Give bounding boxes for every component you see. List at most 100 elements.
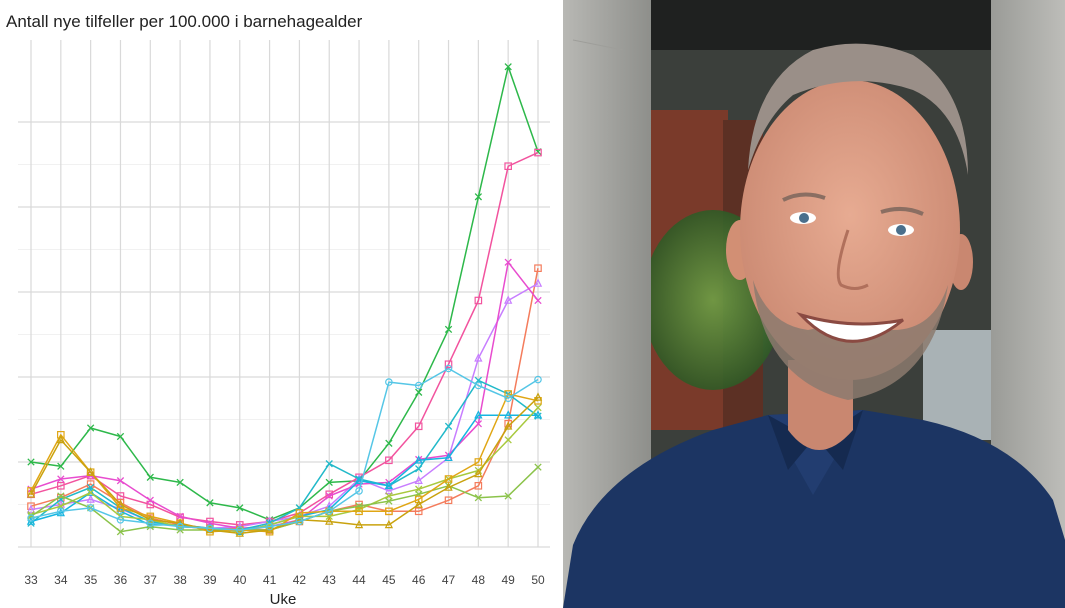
data-point [354,475,364,484]
data-point [474,410,483,419]
grid-layer [18,40,550,548]
data-point [504,421,513,430]
x-tick-label: 38 [173,573,187,587]
data-point [146,519,155,528]
data-point [474,193,483,201]
series-12 [27,364,542,534]
data-point [474,296,483,305]
data-point [444,452,453,462]
data-point [534,463,542,471]
data-point [504,492,512,500]
series-line [30,466,539,533]
data-point [176,512,184,521]
data-point [444,482,453,491]
x-axis-label: Uke [270,591,297,608]
series-6 [27,376,542,534]
data-point [414,495,423,504]
data-point [325,460,333,468]
data-point [384,485,394,495]
x-tick-label: 43 [323,573,337,587]
data-point [385,439,393,447]
data-point [384,480,394,490]
data-point [355,487,363,495]
data-point [57,475,65,483]
series-layer [26,63,543,537]
data-point [26,489,36,498]
data-point [235,526,244,534]
data-point [444,475,453,483]
data-point [474,468,483,478]
data-point [385,507,393,516]
data-point [474,458,483,466]
data-point [414,455,423,464]
data-point [504,295,513,304]
axis-layer: Uke 33 34 35 36 37 38 39 40 41 42 43 44 45 46 47 48 49 50 [24,573,545,608]
series-line [30,261,539,530]
data-point [27,458,35,466]
data-point [444,422,453,430]
data-point [385,456,393,465]
data-point [86,424,95,432]
data-point [414,381,423,390]
data-point [384,519,394,529]
data-point [57,462,65,470]
x-tick-label: 34 [54,573,68,587]
x-tick-label: 41 [263,573,277,587]
data-point [27,512,35,521]
data-point [27,514,35,522]
series-2 [27,148,542,529]
data-point [354,519,364,529]
series-line [30,396,539,535]
data-point [444,496,453,505]
data-point [533,392,543,401]
data-point [116,477,125,485]
data-point [56,507,65,517]
data-point [56,434,65,444]
data-point [205,524,215,534]
data-point [414,499,423,508]
portrait-photo [563,0,1065,608]
data-point [415,465,423,473]
data-point [504,410,513,419]
data-point [57,431,65,439]
data-point [355,507,363,516]
data-point [504,390,512,398]
data-point [385,497,393,505]
data-point [116,528,125,536]
line-chart: Uke 33 34 35 36 37 38 39 40 41 42 43 44 45 46 47 48 49 50 [18,40,550,608]
series-3 [27,264,542,534]
series-1 [27,63,542,524]
x-tick-label: 36 [114,573,128,587]
data-point [325,507,334,516]
data-point [504,258,512,266]
series-5 [27,258,542,532]
data-point [146,473,154,481]
data-point [176,478,184,487]
data-point [206,524,214,533]
data-point [414,475,423,484]
data-point [504,63,512,71]
data-point [236,504,244,512]
data-point [534,375,542,384]
data-point [534,403,542,412]
data-point [295,514,304,524]
data-point [206,499,214,507]
x-tick-label: 48 [472,573,486,587]
data-point [533,278,543,287]
data-point [295,517,304,526]
data-point [265,522,274,531]
data-point [414,507,423,516]
data-point [57,492,65,500]
data-point [57,482,65,490]
series-line [30,151,539,526]
data-point [504,436,512,444]
x-tick-label: 39 [203,573,217,587]
data-point [385,378,393,386]
x-tick-label: 40 [233,573,247,587]
data-point [176,522,184,531]
series-line [30,379,539,531]
x-tick-label: 33 [24,573,38,587]
data-point [86,487,95,496]
data-point [444,364,453,373]
data-point [86,488,95,497]
